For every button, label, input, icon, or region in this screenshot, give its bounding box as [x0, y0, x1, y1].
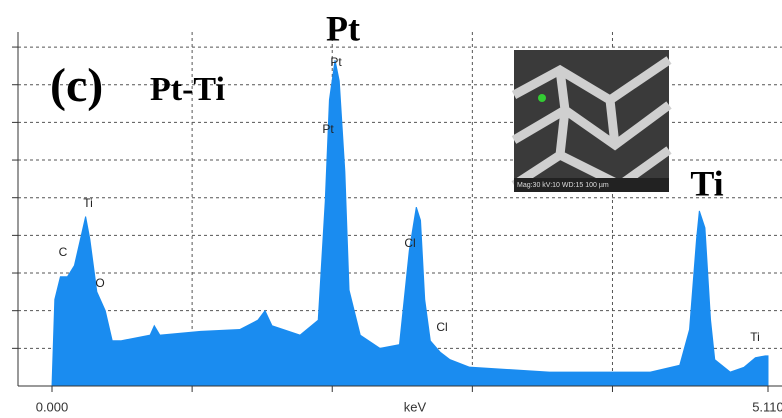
data-layer — [51, 60, 769, 387]
element-label: Pt — [326, 8, 360, 48]
peak-label: C — [59, 245, 68, 259]
peak-label: O — [95, 276, 104, 290]
inset-caption: Mag:30 kV:10 WD:15 100 µm — [517, 182, 609, 189]
spectrum-area — [51, 60, 769, 387]
peak-label: Ti — [750, 330, 760, 344]
inset-image: Mag:30 kV:10 WD:15 100 µm — [511, 50, 672, 192]
inset-bar — [514, 178, 669, 192]
peak-label: Pt — [330, 55, 342, 69]
peak-label: Ti — [83, 196, 93, 210]
element-label: Ti — [690, 163, 723, 203]
x-tick-label: 5.110 — [752, 399, 782, 414]
sample-label: Pt-Ti — [150, 71, 225, 108]
inset-mesh — [511, 56, 672, 191]
peak-label: Cl — [404, 236, 415, 250]
peak-label: Pt — [322, 122, 334, 136]
inset-marker — [538, 94, 546, 102]
panel-label: (c) — [50, 59, 103, 112]
peak-label: Cl — [436, 320, 447, 334]
x-axis-label: keV — [404, 399, 427, 414]
x-tick-label: 0.000 — [36, 399, 69, 414]
